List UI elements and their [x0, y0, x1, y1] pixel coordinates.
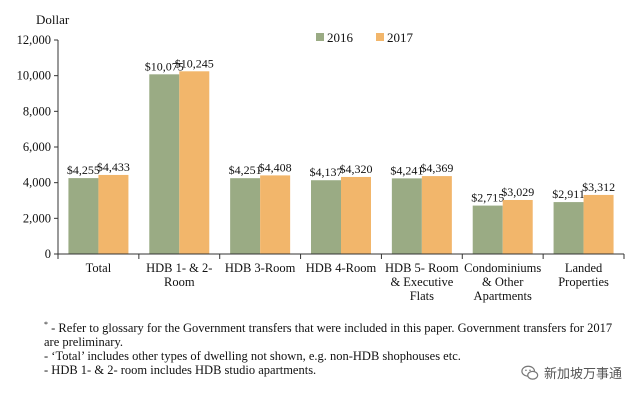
- bar-2016: [68, 178, 99, 254]
- x-tick-label-line: HDB 5- Room: [385, 261, 459, 275]
- bar-2016: [149, 74, 180, 255]
- wechat-icon: [521, 365, 539, 380]
- bar-2016: [472, 205, 503, 254]
- x-tick-label-line: HDB 4-Room: [306, 261, 377, 275]
- data-label: $4,408: [259, 160, 292, 174]
- x-tick-label: Total: [86, 261, 112, 275]
- bar-chart: Dollar 0 2,000 4,000 6,000 8,000 10,000 12,000…: [17, 12, 625, 303]
- data-label: $10,075: [145, 59, 184, 73]
- bar-2016: [391, 178, 422, 254]
- x-tick-label-line: Landed: [565, 261, 603, 275]
- x-axis: Total HDB 1- & 2-Room HDB 3-Room HDB 4-Room…: [57, 253, 625, 303]
- legend-label: 2017: [387, 30, 414, 45]
- y-tick-label: 8,000: [23, 104, 51, 118]
- data-label: $4,433: [97, 160, 130, 174]
- data-label: $4,251: [229, 163, 262, 177]
- data-label: $4,241: [390, 163, 423, 177]
- x-tick-label-line: Flats: [410, 289, 434, 303]
- bar-2017: [260, 175, 291, 254]
- watermark: 新加坡万事通: [521, 363, 622, 382]
- y-tick-label: 6,000: [23, 140, 51, 154]
- bar-2017: [98, 174, 129, 254]
- x-tick-label: Landed Properties: [558, 261, 609, 289]
- x-tick-label-line: Properties: [558, 275, 609, 289]
- data-label: $2,715: [471, 191, 504, 205]
- y-tick-label: 0: [45, 247, 51, 261]
- footnote-marker: *: [44, 320, 48, 329]
- watermark-text: 新加坡万事通: [543, 367, 622, 382]
- footnote-total: - ‘Total’ includes other types of dwelli…: [44, 349, 461, 364]
- data-label: $4,320: [340, 162, 373, 176]
- footnote-glossary: * - Refer to glossary for the Government…: [44, 318, 624, 349]
- legend-swatch: [376, 33, 384, 41]
- x-tick-label: Condominiums & Other Apartments: [464, 261, 541, 303]
- data-label: $3,029: [501, 185, 534, 199]
- x-tick-label-line: HDB 1- & 2-: [146, 261, 212, 275]
- bar-2016: [230, 178, 261, 254]
- bar-2017: [179, 71, 210, 254]
- legend-label: 2016: [327, 30, 354, 45]
- data-label: $2,911: [552, 187, 585, 201]
- bar-2017: [421, 176, 452, 254]
- x-tick-label-line: & Executive: [390, 275, 453, 289]
- x-tick-label-line: & Other: [482, 275, 524, 289]
- bar-2017: [583, 194, 614, 254]
- x-tick-label: HDB 1- & 2-Room: [146, 261, 212, 289]
- footnotes: * - Refer to glossary for the Government…: [44, 318, 624, 377]
- footnote-hdb-studio: - HDB 1- & 2- room includes HDB studio a…: [44, 363, 317, 378]
- y-axis-label: Dollar: [36, 12, 70, 27]
- bar-2017: [502, 199, 533, 254]
- bar-2016: [311, 180, 341, 254]
- legend-swatch: [316, 33, 324, 41]
- x-tick-label-line: Apartments: [474, 289, 532, 303]
- y-tick-label: 12,000: [17, 33, 51, 47]
- bar-2017: [341, 176, 371, 254]
- x-tick-label-line: Total: [86, 261, 112, 275]
- legend: 2016 2017: [316, 30, 414, 45]
- bar-2016: [553, 202, 584, 254]
- data-label: $3,312: [582, 180, 615, 194]
- x-tick-label-line: Room: [164, 275, 195, 289]
- footnote-glossary-text: - Refer to glossary for the Government t…: [44, 321, 613, 350]
- x-tick-label: HDB 3-Room: [225, 261, 296, 275]
- x-tick-label: HDB 4-Room: [306, 261, 377, 275]
- y-tick-label: 4,000: [23, 176, 51, 190]
- data-label: $4,137: [310, 165, 343, 179]
- data-label: $4,255: [67, 163, 100, 177]
- y-tick-label: 10,000: [17, 69, 51, 83]
- data-label: $4,369: [420, 161, 453, 175]
- bar-series: $4,255$4,433 $10,075$10,245 $4,251$4,408 $4…: [67, 56, 615, 255]
- x-tick-label: HDB 5- Room & Executive Flats: [385, 261, 459, 303]
- y-tick-label: 2,000: [23, 211, 51, 225]
- x-tick-label-line: HDB 3-Room: [225, 261, 296, 275]
- data-label: $10,245: [175, 56, 214, 70]
- x-tick-label-line: Condominiums: [464, 261, 541, 275]
- y-axis: 0 2,000 4,000 6,000 8,000 10,000 12,000: [17, 33, 59, 261]
